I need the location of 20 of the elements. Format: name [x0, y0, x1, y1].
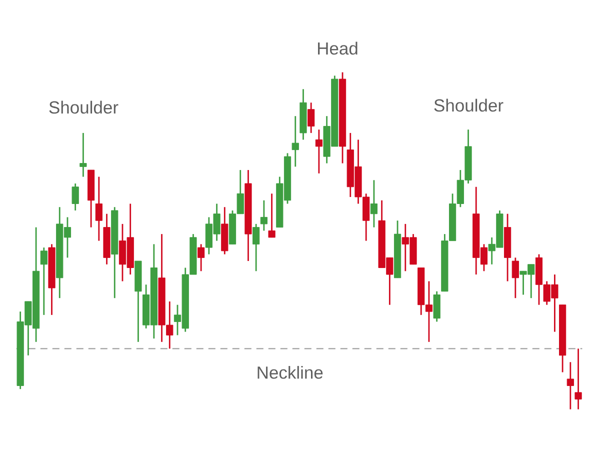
- candlestick: [574, 348, 582, 410]
- candlestick: [198, 243, 205, 272]
- candlestick: [566, 361, 574, 410]
- candlestick: [40, 246, 48, 316]
- ref-line-label: Neckline: [258, 366, 323, 379]
- annotation: Shoulder: [49, 100, 118, 114]
- candlestick: [370, 179, 378, 228]
- text: Head: [318, 42, 358, 55]
- candlestick: [292, 115, 299, 168]
- candlestick: [80, 132, 87, 178]
- candlestick: [512, 256, 519, 299]
- candlestick: [433, 290, 440, 322]
- candlestick: [268, 192, 276, 238]
- candlestick: [315, 128, 322, 174]
- candlestick: [260, 200, 268, 232]
- candlestick: [72, 182, 79, 212]
- annotation: Shoulder: [434, 98, 504, 112]
- candlestick: [308, 102, 315, 134]
- candlestick: [95, 176, 102, 242]
- candlestick: [252, 223, 260, 272]
